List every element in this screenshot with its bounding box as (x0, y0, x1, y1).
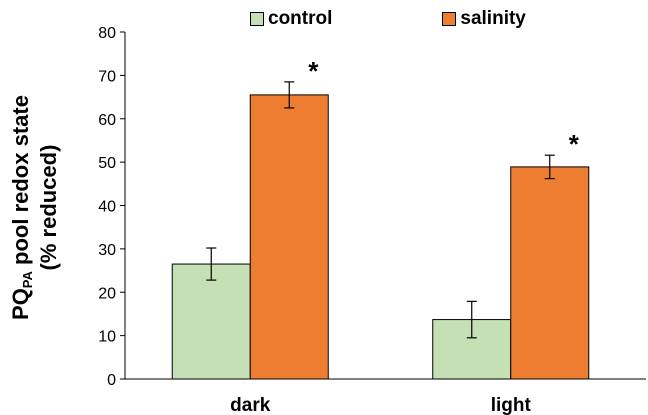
y-tick-label: 50 (98, 155, 116, 172)
legend-label-salinity: salinity (460, 8, 526, 29)
bar-control-dark (171, 263, 251, 380)
x-tick-label-light: light (491, 395, 532, 415)
legend-label-control: control (268, 8, 333, 29)
bar-salinity-dark (249, 94, 329, 380)
legend-swatch-salinity (442, 12, 457, 26)
legend-item-control: control (250, 8, 332, 30)
y-tick-label: 60 (98, 112, 116, 129)
y-tick-label: 0 (107, 372, 116, 389)
x-tick-label-dark: dark (230, 395, 271, 415)
legend-item-salinity: salinity (442, 8, 526, 30)
significance-star-dark: * (308, 56, 319, 86)
significance-star-light: * (569, 129, 580, 159)
y-tick-label: 20 (98, 285, 116, 302)
bar-salinity-light (510, 166, 590, 380)
legend-swatch-control (250, 12, 264, 26)
y-tick-label: 30 (98, 242, 116, 259)
y-tick-label: 40 (98, 199, 116, 216)
y-tick-label: 10 (98, 329, 116, 346)
y-tick-label: 70 (98, 68, 116, 85)
y-tick-label: 80 (98, 25, 116, 42)
legend: control salinity (250, 8, 526, 30)
